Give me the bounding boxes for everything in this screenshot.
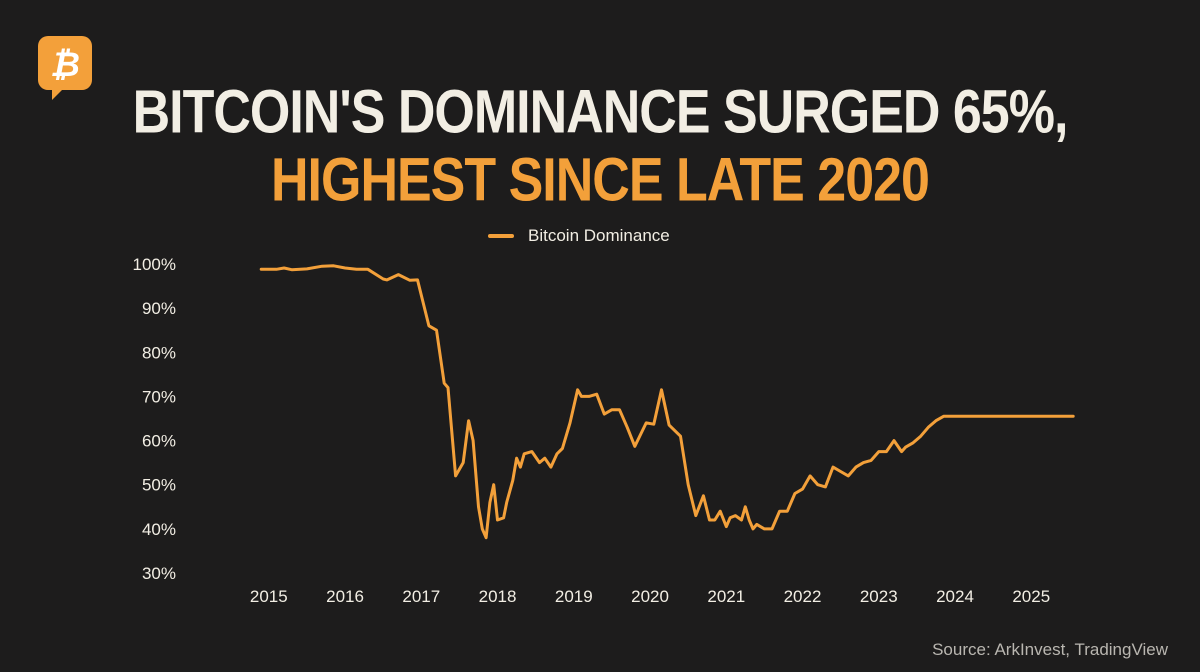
x-tick-label: 2015	[250, 587, 288, 606]
legend-label: Bitcoin Dominance	[528, 226, 670, 245]
y-tick-label: 50%	[142, 476, 176, 495]
y-tick-label: 30%	[142, 564, 176, 583]
svg-text:₿: ₿	[50, 46, 80, 84]
y-tick-label: 60%	[142, 432, 176, 451]
chart-legend: Bitcoin Dominance	[488, 226, 670, 246]
y-tick-label: 70%	[142, 387, 176, 406]
y-tick-label: 80%	[142, 343, 176, 362]
title-line-1: BITCOIN'S DOMINANCE SURGED 65%,	[132, 78, 1069, 147]
title-line-2: HIGHEST SINCE LATE 2020	[271, 146, 930, 215]
x-tick-label: 2020	[631, 587, 669, 606]
x-tick-label: 2016	[326, 587, 364, 606]
x-tick-label: 2023	[860, 587, 898, 606]
x-tick-label: 2018	[479, 587, 517, 606]
x-tick-label: 2022	[784, 587, 822, 606]
y-tick-label: 40%	[142, 520, 176, 539]
source-note: Source: ArkInvest, TradingView	[932, 640, 1168, 659]
page-title: BITCOIN'S DOMINANCE SURGED 65%, HIGHEST …	[0, 78, 1200, 215]
y-tick-label: 100%	[133, 255, 176, 274]
legend-swatch	[488, 234, 514, 238]
x-tick-label: 2025	[1012, 587, 1050, 606]
x-tick-label: 2017	[402, 587, 440, 606]
series-line-bitcoin-dominance	[259, 264, 1075, 540]
x-tick-label: 2024	[936, 587, 974, 606]
x-tick-label: 2021	[707, 587, 745, 606]
bitcoin-logo-icon: ₿	[38, 36, 92, 100]
x-tick-label: 2019	[555, 587, 593, 606]
y-tick-label: 90%	[142, 299, 176, 318]
